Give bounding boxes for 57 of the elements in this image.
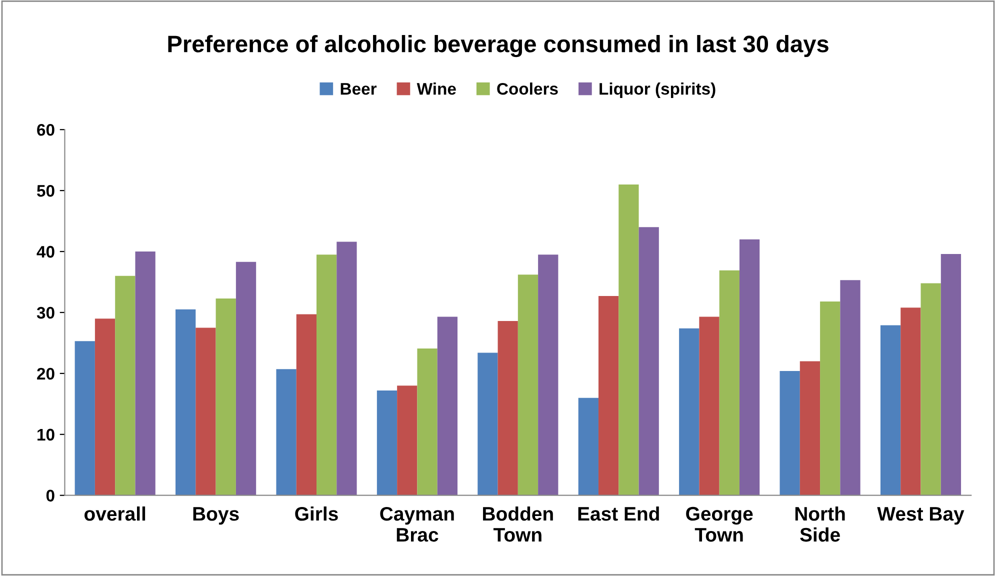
bar bbox=[417, 348, 438, 496]
bar bbox=[880, 325, 901, 496]
y-tick-label: 60 bbox=[37, 124, 54, 136]
legend-label: Beer bbox=[340, 83, 377, 95]
bar bbox=[498, 321, 518, 496]
bar bbox=[296, 314, 317, 496]
bar bbox=[115, 276, 136, 496]
y-tick-label: 30 bbox=[36, 306, 54, 319]
bar bbox=[196, 328, 216, 496]
chart-title: Preference of alcoholic beverage consumed in last 30 days bbox=[168, 35, 828, 58]
bar bbox=[538, 254, 558, 496]
y-tick-label: 0 bbox=[46, 490, 54, 502]
legend-label: Coolers bbox=[497, 82, 558, 95]
y-tick-label: 20 bbox=[37, 368, 54, 380]
bar bbox=[578, 398, 598, 496]
bar bbox=[800, 361, 820, 496]
bar bbox=[176, 309, 196, 496]
bar bbox=[276, 369, 296, 496]
y-tick-label: 40 bbox=[36, 246, 54, 258]
bar bbox=[74, 341, 95, 496]
bar bbox=[739, 239, 760, 496]
bar bbox=[216, 298, 236, 496]
bar bbox=[719, 270, 740, 496]
bar bbox=[437, 316, 458, 496]
bar bbox=[478, 352, 498, 496]
x-tick-label: North Side bbox=[795, 506, 845, 542]
bar bbox=[820, 302, 840, 496]
bar bbox=[920, 283, 941, 496]
x-tick-label: George Town bbox=[686, 506, 753, 542]
legend-label: Wine bbox=[416, 82, 456, 95]
bar bbox=[376, 390, 398, 496]
x-tick-label: overall bbox=[84, 506, 146, 521]
x-tick-label: Girls bbox=[295, 506, 338, 521]
x-tick-label: Cayman Brac bbox=[380, 506, 454, 542]
bar bbox=[397, 386, 418, 496]
bar bbox=[900, 308, 921, 496]
bar bbox=[236, 262, 256, 496]
bar bbox=[336, 242, 357, 496]
bar bbox=[780, 371, 800, 496]
bar bbox=[135, 252, 156, 496]
bar bbox=[518, 274, 538, 496]
bar bbox=[679, 328, 700, 496]
bar bbox=[94, 318, 116, 496]
bar bbox=[618, 184, 639, 496]
x-tick-label: East End bbox=[578, 506, 659, 521]
bar bbox=[316, 254, 337, 496]
legend-label: Liquor (spirits) bbox=[600, 82, 716, 98]
bar bbox=[940, 254, 962, 496]
x-tick-label: Boys bbox=[193, 507, 239, 525]
bar bbox=[840, 280, 860, 496]
y-tick-label: 50 bbox=[36, 184, 54, 197]
x-tick-label: Bodden Town bbox=[483, 506, 553, 542]
x-tick-label: West Bay bbox=[877, 507, 964, 525]
bar bbox=[638, 227, 659, 496]
y-tick-label: 10 bbox=[38, 428, 54, 441]
bar bbox=[598, 296, 619, 496]
bar bbox=[699, 316, 720, 496]
